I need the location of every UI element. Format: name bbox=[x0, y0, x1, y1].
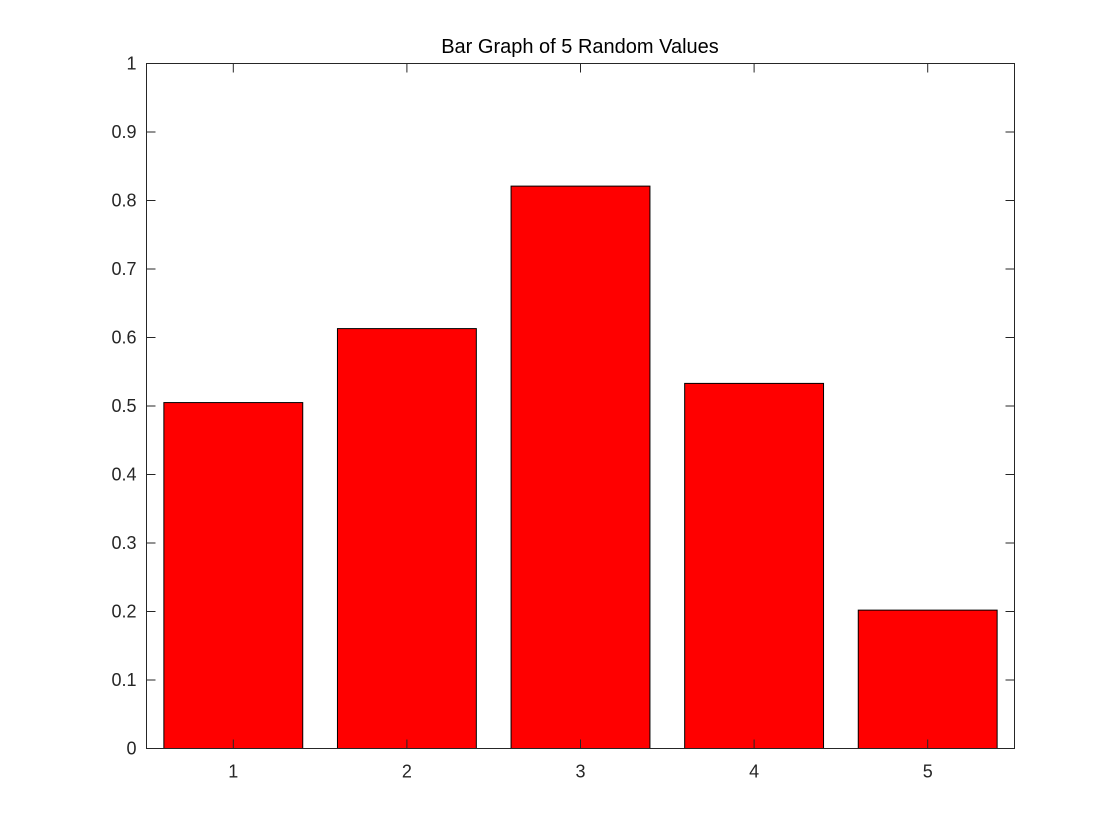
y-tick-label-8: 0.8 bbox=[111, 191, 136, 211]
x-tick-label-1: 1 bbox=[228, 762, 238, 782]
x-tick-label-3: 3 bbox=[575, 762, 585, 782]
chart-title: Bar Graph of 5 Random Values bbox=[441, 36, 719, 58]
y-tick-label-0: 0 bbox=[126, 739, 136, 759]
tick-labels-group: 1 2 3 4 5 0 0.1 0.2 0.3 0.4 0.5 0.6 0.7 0.8 0.9 1 bbox=[111, 54, 932, 782]
x-tick-label-2: 2 bbox=[402, 762, 412, 782]
bar-3 bbox=[510, 185, 651, 750]
bar-4 bbox=[684, 382, 825, 749]
y-tick-label-2: 0.2 bbox=[111, 602, 136, 622]
x-tick-label-5: 5 bbox=[923, 762, 933, 782]
y-tick-label-5: 0.5 bbox=[111, 396, 136, 416]
bar-5 bbox=[857, 609, 998, 749]
y-tick-label-9: 0.9 bbox=[111, 122, 136, 142]
y-tick-label-1: 0.1 bbox=[111, 670, 136, 690]
x-tick-label-4: 4 bbox=[749, 762, 759, 782]
axes-box bbox=[146, 63, 1015, 749]
bar-1 bbox=[163, 402, 304, 749]
y-tick-label-6: 0.6 bbox=[111, 328, 136, 348]
y-tick-label-4: 0.4 bbox=[111, 465, 136, 485]
bar-2 bbox=[336, 328, 477, 749]
y-tick-label-7: 0.7 bbox=[111, 259, 136, 279]
bars-group bbox=[163, 185, 998, 750]
y-tick-label-10: 1 bbox=[126, 54, 136, 74]
y-tick-label-3: 0.3 bbox=[111, 533, 136, 553]
